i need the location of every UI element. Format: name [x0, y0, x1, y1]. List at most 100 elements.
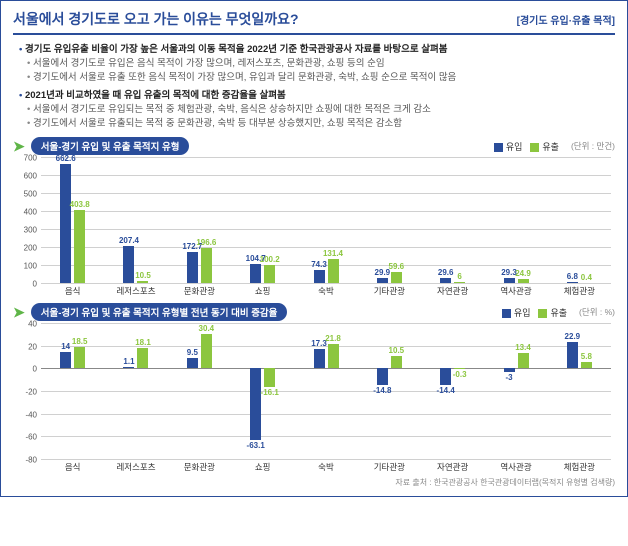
chart1-section: ➤ 서울-경기 유입 및 유출 목적지 유형 유입 유출 (단위 : 만건) 0…: [13, 137, 615, 297]
data-label: 10.5: [135, 271, 151, 280]
bar-out: [201, 248, 212, 283]
x-label: 자연관광: [437, 461, 468, 473]
x-label: 음식: [65, 285, 81, 297]
bar-out: [137, 348, 148, 369]
chart2: -80-60-40-2002040음식1418.5레저스포츠1.118.1문화관…: [13, 323, 615, 473]
data-label: 29.6: [438, 268, 454, 277]
data-label: 21.8: [325, 334, 341, 343]
x-label: 쇼핑: [255, 461, 271, 473]
bar-in: [314, 349, 325, 369]
bar-in: [314, 270, 325, 283]
data-label: 6: [457, 272, 461, 281]
data-label: 0.4: [581, 273, 592, 282]
bar-in: [60, 352, 71, 368]
page-subtitle: [경기도 유입·유출 목적]: [517, 12, 615, 27]
data-label: 18.1: [135, 338, 151, 347]
bar-in: [504, 368, 515, 371]
x-label: 레저스포츠: [116, 285, 155, 297]
x-label: 기타관광: [374, 285, 405, 297]
bar-in: [250, 264, 261, 283]
legend-out: 유출: [530, 140, 559, 153]
chart2-legend: 유입 유출 (단위 : %): [502, 306, 615, 319]
bar-out: [328, 344, 339, 369]
bar-out: [74, 210, 85, 283]
bar-in: [123, 367, 134, 368]
data-label: 403.8: [70, 200, 90, 209]
source-text: 자료 출처 : 한국관광공사 한국관광데이터랩(목적지 유형별 검색량): [13, 477, 615, 488]
data-label: -63.1: [247, 441, 265, 450]
data-label: -14.8: [373, 386, 391, 395]
chart1-title: 서울-경기 유입 및 유출 목적지 유형: [31, 137, 190, 155]
data-label: 131.4: [323, 249, 343, 258]
data-label: 5.8: [581, 352, 592, 361]
chart2-unit: (단위 : %): [579, 306, 615, 318]
data-label: 14: [61, 342, 70, 351]
bar-in: [440, 368, 451, 384]
bar-out: [137, 281, 148, 283]
data-label: 13.4: [515, 343, 531, 352]
bar-out: [454, 282, 465, 283]
chart2-section: ➤ 서울-경기 유입 및 유출 목적지 유형별 전년 동기 대비 증감율 유입 …: [13, 303, 615, 473]
data-label: 22.9: [565, 332, 581, 341]
x-label: 자연관광: [437, 285, 468, 297]
x-label: 음식: [65, 461, 81, 473]
data-label: 18.5: [72, 337, 88, 346]
x-label: 숙박: [318, 461, 334, 473]
bar-in: [504, 278, 515, 283]
bar-out: [518, 279, 529, 283]
data-label: 74.3: [311, 260, 327, 269]
bar-out: [518, 353, 529, 368]
data-label: -0.3: [453, 370, 467, 379]
x-label: 체험관광: [564, 285, 595, 297]
bullet: 경기도에서 서울로 유출 또한 음식 목적이 가장 많으며, 유입과 달리 문화…: [27, 69, 615, 83]
bar-out: [581, 362, 592, 369]
data-label: 100.2: [260, 255, 280, 264]
x-label: 문화관광: [184, 461, 215, 473]
data-label: -3: [505, 373, 512, 382]
bar-out: [264, 368, 275, 386]
bullet: 2021년과 비교하였을 때 유입 유출의 목적에 대한 증감율을 살펴봄: [19, 87, 615, 101]
x-label: 문화관광: [184, 285, 215, 297]
data-label: 662.6: [56, 154, 76, 163]
bar-in: [187, 252, 198, 283]
chart1-header: ➤ 서울-경기 유입 및 유출 목적지 유형 유입 유출 (단위 : 만건): [13, 137, 615, 155]
data-label: 10.5: [389, 346, 405, 355]
chart2-header: ➤ 서울-경기 유입 및 유출 목적지 유형별 전년 동기 대비 증감율 유입 …: [13, 303, 615, 321]
x-label: 레저스포츠: [116, 461, 155, 473]
chart2-title: 서울-경기 유입 및 유출 목적지 유형별 전년 동기 대비 증감율: [31, 303, 288, 321]
data-label: -14.4: [437, 386, 455, 395]
arrow-icon: ➤: [13, 304, 25, 321]
bar-out: [74, 347, 85, 368]
x-label: 숙박: [318, 285, 334, 297]
x-label: 기타관광: [374, 461, 405, 473]
bar-in: [567, 282, 578, 283]
bar-in: [440, 278, 451, 283]
data-label: 9.5: [187, 348, 198, 357]
bar-out: [264, 265, 275, 283]
bullet: 경기도 유입유출 비율이 가장 높은 서울과의 이동 목적을 2022년 기준 …: [19, 41, 615, 55]
data-label: 196.6: [196, 238, 216, 247]
bar-in: [377, 278, 388, 283]
legend-in: 유입: [494, 140, 523, 153]
bullet: 서울에서 경기도로 유입은 음식 목적이 가장 많으며, 레저스포츠, 문화관광…: [27, 55, 615, 69]
arrow-icon: ➤: [13, 138, 25, 155]
bar-out: [391, 272, 402, 283]
bullet: 서울에서 경기도로 유입되는 목적 중 체험관광, 숙박, 음식은 상승하지만 …: [27, 101, 615, 115]
bar-in: [377, 368, 388, 385]
chart1-unit: (단위 : 만건): [571, 140, 615, 152]
bullet-list: 경기도 유입유출 비율이 가장 높은 서울과의 이동 목적을 2022년 기준 …: [13, 41, 615, 129]
bullet: 경기도에서 서울로 유출되는 목적 중 문화관광, 숙박 등 대부분 상승했지만…: [27, 115, 615, 129]
data-label: 1.1: [123, 357, 134, 366]
bar-out: [328, 259, 339, 283]
data-label: 24.9: [515, 269, 531, 278]
x-label: 역사관광: [500, 285, 531, 297]
bar-in: [250, 368, 261, 440]
report: 서울에서 경기도로 오고 가는 이유는 무엇일까요? [경기도 유입·유출 목적…: [0, 0, 628, 497]
bar-in: [123, 246, 134, 283]
data-label: 30.4: [199, 324, 215, 333]
bar-in: [567, 342, 578, 368]
chart1: 0100200300400500600700음식662.6403.8레저스포츠2…: [13, 157, 615, 297]
data-label: 207.4: [119, 236, 139, 245]
x-label: 역사관광: [500, 461, 531, 473]
x-label: 체험관광: [564, 461, 595, 473]
